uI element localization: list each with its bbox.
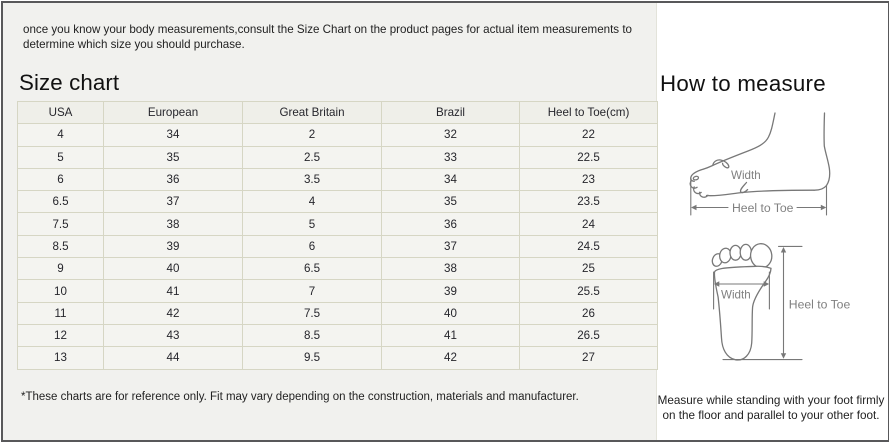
svg-text:Heel to Toe: Heel to Toe — [732, 201, 794, 215]
svg-text:Width: Width — [731, 169, 761, 182]
svg-text:Width: Width — [721, 289, 751, 302]
svg-text:Heel to Toe: Heel to Toe — [789, 298, 851, 312]
